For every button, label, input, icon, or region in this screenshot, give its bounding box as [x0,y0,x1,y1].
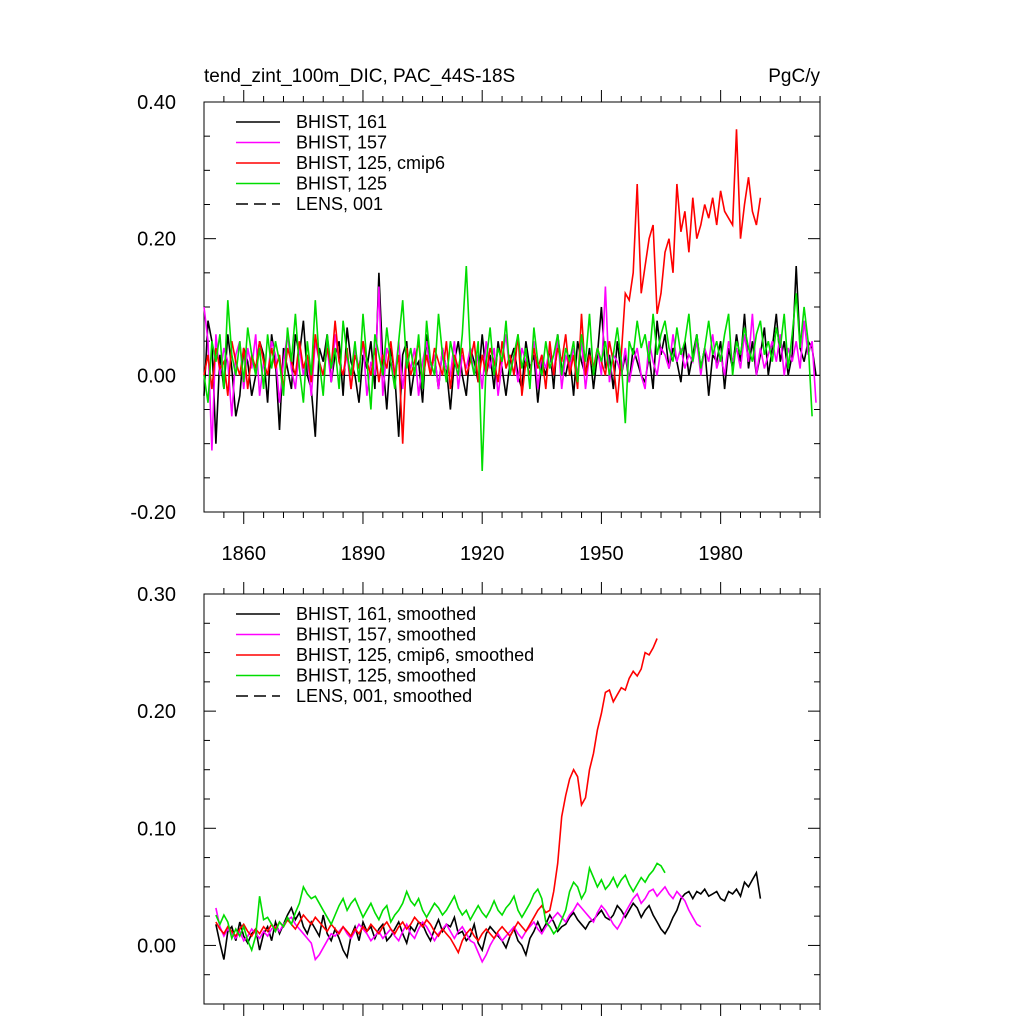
top-panel: tend_zint_100m_DIC, PAC_44S-18S PgC/y 18… [130,66,821,565]
x-tick-label: 1950 [579,543,624,565]
legend-label: BHIST, 161 [296,112,387,132]
x-tick-label: 1920 [460,543,505,565]
top-panel-ticks: 1860 1890 1920 1950 1980 -0.20 0.00 0.20 0.40 [130,90,821,565]
legend-label: BHIST, 125, smoothed [296,666,476,686]
bottom-panel-series [215,638,762,964]
y-tick-label: 0.20 [137,229,176,251]
bottom-panel-ticks: 0.00 0.10 0.20 0.30 [137,582,821,1016]
legend-label: BHIST, 125, cmip6, smoothed [296,645,534,665]
top-panel-title: tend_zint_100m_DIC, PAC_44S-18S [204,66,515,87]
legend-label: LENS, 001 [296,194,383,214]
legend-label: LENS, 001, smoothed [296,686,472,706]
x-tick-label: 1980 [698,543,743,565]
bottom-panel: 0.000.100.200.30 BHIST, 161, smoothedBHI… [137,582,821,1016]
y-tick-label: 0.30 [137,584,176,606]
x-tick-label: 1890 [341,543,386,565]
series-line [203,265,813,472]
legend-label: BHIST, 125 [296,174,387,194]
y-tick-label: 0.00 [137,935,176,957]
legend-label: BHIST, 125, cmip6 [296,153,445,173]
series-line [215,862,666,953]
series-line [215,870,762,960]
y-tick-label: 0.20 [137,701,176,723]
legend-label: BHIST, 161, smoothed [296,604,476,624]
series-line [203,129,762,444]
x-tick-label: 1860 [221,543,266,565]
y-tick-label: 0.10 [137,818,176,840]
top-panel-units: PgC/y [768,66,820,87]
y-tick-label: 0.00 [137,365,176,387]
legend-label: BHIST, 157 [296,133,387,153]
y-tick-label: -0.20 [130,502,176,524]
legend-label: BHIST, 157, smoothed [296,625,476,645]
y-tick-label: 0.40 [137,92,176,114]
top-panel-series [203,129,817,472]
